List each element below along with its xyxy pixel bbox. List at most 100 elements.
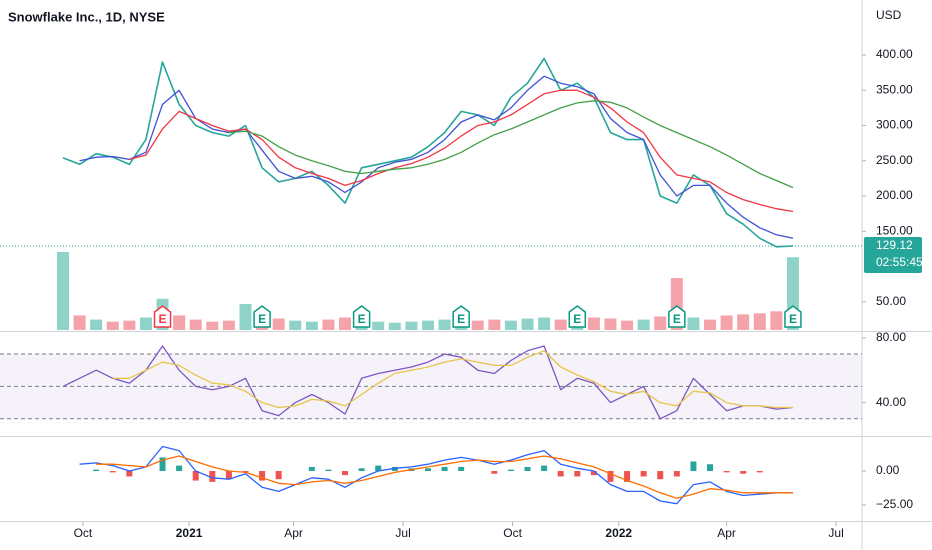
x-tick-label: Oct (503, 526, 522, 540)
y-tick-label: 300.00 (876, 118, 913, 132)
earnings-label: E (673, 312, 681, 326)
volume-bar (488, 319, 501, 330)
series-line (112, 350, 793, 409)
volume-bar (604, 318, 617, 330)
series-line (62, 345, 794, 420)
x-tick-label: 2021 (176, 526, 203, 540)
volume-bar (405, 321, 418, 330)
histogram-bar (557, 471, 564, 477)
histogram-bar (640, 471, 647, 477)
histogram-bar (740, 471, 747, 474)
histogram-bar (342, 471, 349, 476)
earnings-marker (452, 305, 470, 328)
currency-label: USD (876, 8, 902, 22)
series-line (79, 445, 793, 505)
volume-bar (720, 315, 733, 330)
series-line (96, 455, 793, 499)
volume-bar (90, 319, 103, 330)
histogram-bar (93, 469, 100, 472)
x-tick-label: Oct (74, 526, 93, 540)
x-tick-label: Apr (717, 526, 736, 540)
volume-bar (139, 317, 152, 330)
histogram-bar (541, 465, 548, 472)
volume-bar (753, 313, 766, 330)
histogram-bar (275, 471, 282, 480)
volume-bar (621, 320, 634, 330)
histogram-bar (225, 471, 232, 480)
y-tick-label: 200.00 (876, 188, 913, 202)
histogram-bar (574, 471, 581, 477)
x-tick-label: Jul (395, 526, 410, 540)
histogram-bar (657, 471, 664, 480)
volume-bar (471, 320, 484, 330)
histogram-bar (126, 471, 133, 477)
histogram-bar (325, 469, 332, 472)
series-line (228, 100, 794, 189)
earnings-marker (784, 305, 802, 328)
y-tick-label: 400.00 (876, 47, 913, 61)
volume-bar (587, 317, 600, 330)
earnings-marker (253, 305, 271, 328)
volume-bar (222, 320, 235, 330)
earnings-label: E (457, 312, 465, 326)
volume-bar (438, 319, 451, 330)
histogram-bar (259, 471, 266, 481)
histogram-bar (590, 471, 597, 476)
volume-bar (654, 316, 667, 330)
x-tick-label: Jul (828, 526, 843, 540)
histogram-bar (524, 466, 531, 472)
histogram-bar (159, 457, 166, 472)
histogram-bar (607, 471, 614, 482)
volume-bar (388, 322, 401, 330)
volume-bar (538, 317, 551, 330)
histogram-bar (723, 471, 730, 473)
histogram-bar (707, 464, 714, 472)
earnings-marker (153, 305, 172, 328)
volume-bar (372, 321, 385, 330)
earnings-marker (352, 305, 371, 328)
last-price-box (864, 237, 922, 274)
volume-bar (106, 321, 119, 330)
volume-bar (57, 252, 69, 330)
earnings-marker (668, 305, 686, 328)
chart-title: Snowflake Inc., 1D, NYSE (8, 9, 165, 24)
y-tick-label: 150.00 (876, 223, 913, 237)
histogram-bar (308, 466, 315, 472)
histogram-bar (358, 468, 365, 472)
histogram-bar (507, 469, 514, 472)
volume-bar (173, 315, 186, 330)
earnings-label: E (573, 312, 581, 326)
y-tick-label: 50.00 (876, 294, 906, 308)
histogram-bar (690, 461, 697, 472)
volume-bar (770, 311, 783, 330)
volume-bar (239, 304, 252, 330)
histogram-bar (756, 471, 763, 473)
histogram-bar (109, 471, 116, 473)
earnings-label: E (789, 312, 797, 326)
volume-bar (189, 319, 202, 330)
x-tick-label: Apr (284, 526, 303, 540)
y-tick-label: 40.00 (876, 395, 906, 409)
earnings-label: E (258, 312, 266, 326)
volume-bar (123, 320, 136, 330)
volume-bar (504, 320, 517, 330)
histogram-bar (242, 471, 249, 473)
countdown-label: 02:55:45 (876, 255, 923, 269)
volume-bar (687, 317, 700, 330)
histogram-bar (375, 465, 382, 472)
histogram-bar (673, 471, 680, 477)
histogram-bar (441, 466, 448, 472)
last-price-label: 129.12 (876, 238, 913, 252)
series-line (129, 89, 794, 213)
histogram-bar (391, 466, 398, 472)
histogram-bar (491, 471, 498, 474)
y-tick-label: 80.00 (876, 330, 906, 344)
histogram-bar (458, 466, 465, 472)
y-tick-label: 350.00 (876, 82, 913, 96)
volume-bar (206, 321, 219, 330)
earnings-label: E (358, 312, 366, 326)
volume-bar (704, 319, 717, 330)
histogram-bar (424, 468, 431, 472)
volume-bar (521, 318, 534, 330)
